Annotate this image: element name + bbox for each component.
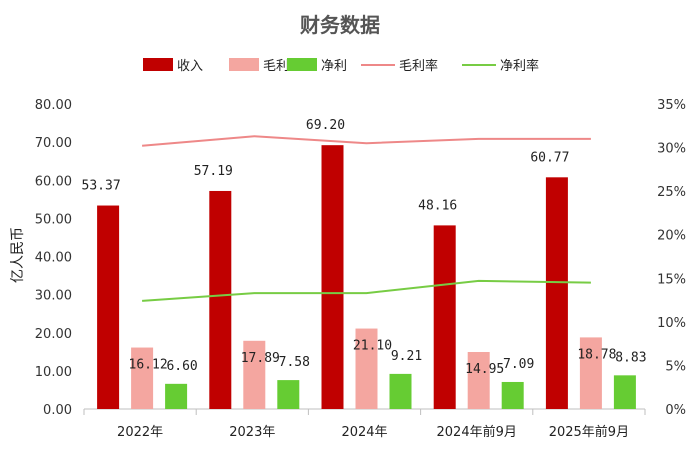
right-tick-label: 15% (657, 272, 686, 287)
legend-swatch-净利 (287, 58, 317, 71)
data-label-毛利-0: 16.12 (129, 358, 168, 373)
bar-收入-4 (545, 177, 568, 409)
chart-title: 财务数据 (300, 13, 380, 37)
bar-收入-3 (433, 225, 456, 409)
bar-收入-0 (97, 205, 120, 409)
category-label: 2025年前9月 (549, 424, 629, 440)
legend-swatch-毛利 (229, 58, 259, 71)
data-label-毛利-1: 17.89 (241, 351, 280, 366)
data-label-毛利-3: 14.95 (465, 362, 504, 377)
legend-label-收入: 收入 (177, 59, 203, 74)
data-label-净利-0: 6.60 (166, 359, 197, 374)
legend-swatch-收入 (143, 58, 173, 71)
right-tick-label: 10% (657, 316, 686, 331)
plot-area (83, 135, 646, 415)
left-tick-label: 20.00 (35, 327, 72, 342)
left-tick-label: 40.00 (35, 251, 72, 266)
legend-label-净利率: 净利率 (500, 58, 539, 74)
left-tick-label: 0.00 (43, 403, 72, 418)
data-labels: 53.37 57.19 69.20 48.16 60.77 16.12 17.89 21.10… (82, 118, 647, 377)
bar-净利-4 (613, 375, 636, 409)
data-label-净利-2: 9.21 (391, 349, 422, 364)
bar-净利-0 (165, 383, 188, 409)
data-label-净利-3: 7.09 (503, 357, 534, 372)
left-tick-label: 30.00 (35, 289, 72, 304)
right-tick-label: 35% (657, 98, 686, 113)
bar-净利-2 (389, 373, 412, 409)
data-label-收入-4: 60.77 (530, 150, 569, 165)
category-label: 2024年前9月 (437, 424, 517, 440)
bar-净利-1 (277, 380, 300, 409)
data-label-毛利-2: 21.10 (353, 339, 392, 354)
data-label-净利-1: 7.58 (279, 355, 310, 370)
data-label-净利-4: 8.83 (615, 350, 646, 365)
category-axis: 2022年 2023年 2024年 2024年前9月 2025年前9月 (117, 424, 629, 440)
bar-毛利-2 (355, 328, 378, 409)
legend-label-净利: 净利 (321, 59, 347, 74)
category-label: 2022年 (117, 425, 163, 440)
category-label: 2024年 (341, 425, 387, 440)
data-label-毛利-4: 18.78 (577, 347, 616, 362)
legend-label-毛利: 毛利 (263, 59, 289, 74)
right-tick-label: 0% (665, 403, 686, 418)
left-tick-label: 80.00 (35, 98, 72, 113)
data-label-收入-3: 48.16 (418, 198, 457, 213)
left-axis-ticks: 0.00 10.00 20.00 30.00 40.00 50.00 60.00 70.00 8… (35, 98, 72, 418)
bar-收入-1 (209, 190, 232, 409)
data-label-收入-2: 69.20 (306, 118, 345, 133)
left-tick-label: 60.00 (35, 174, 72, 189)
legend: 收入 毛利 净利 毛利率 净利率 (143, 58, 539, 74)
bar-收入-2 (321, 145, 344, 410)
right-tick-label: 30% (657, 142, 686, 157)
bar-毛利-0 (131, 347, 154, 409)
left-tick-label: 70.00 (35, 136, 72, 151)
legend-label-毛利率: 毛利率 (399, 58, 438, 74)
bar-毛利-4 (579, 337, 602, 409)
left-tick-label: 10.00 (35, 365, 72, 380)
right-tick-label: 5% (665, 359, 686, 374)
category-label: 2023年 (229, 425, 275, 440)
line-毛利率 (142, 135, 591, 147)
bar-毛利-3 (467, 352, 490, 409)
left-tick-label: 50.00 (35, 212, 72, 227)
y-axis-label: 亿人民币 (10, 227, 26, 283)
data-label-收入-0: 53.37 (82, 179, 121, 194)
bar-净利-3 (501, 381, 524, 409)
data-label-收入-1: 57.19 (194, 164, 233, 179)
right-tick-label: 25% (657, 185, 686, 200)
line-净利率 (142, 279, 591, 302)
right-tick-label: 20% (657, 229, 686, 244)
right-axis-ticks: 0% 5% 10% 15% 20% 25% 30% 35% (657, 98, 686, 418)
bar-毛利-1 (243, 340, 266, 409)
